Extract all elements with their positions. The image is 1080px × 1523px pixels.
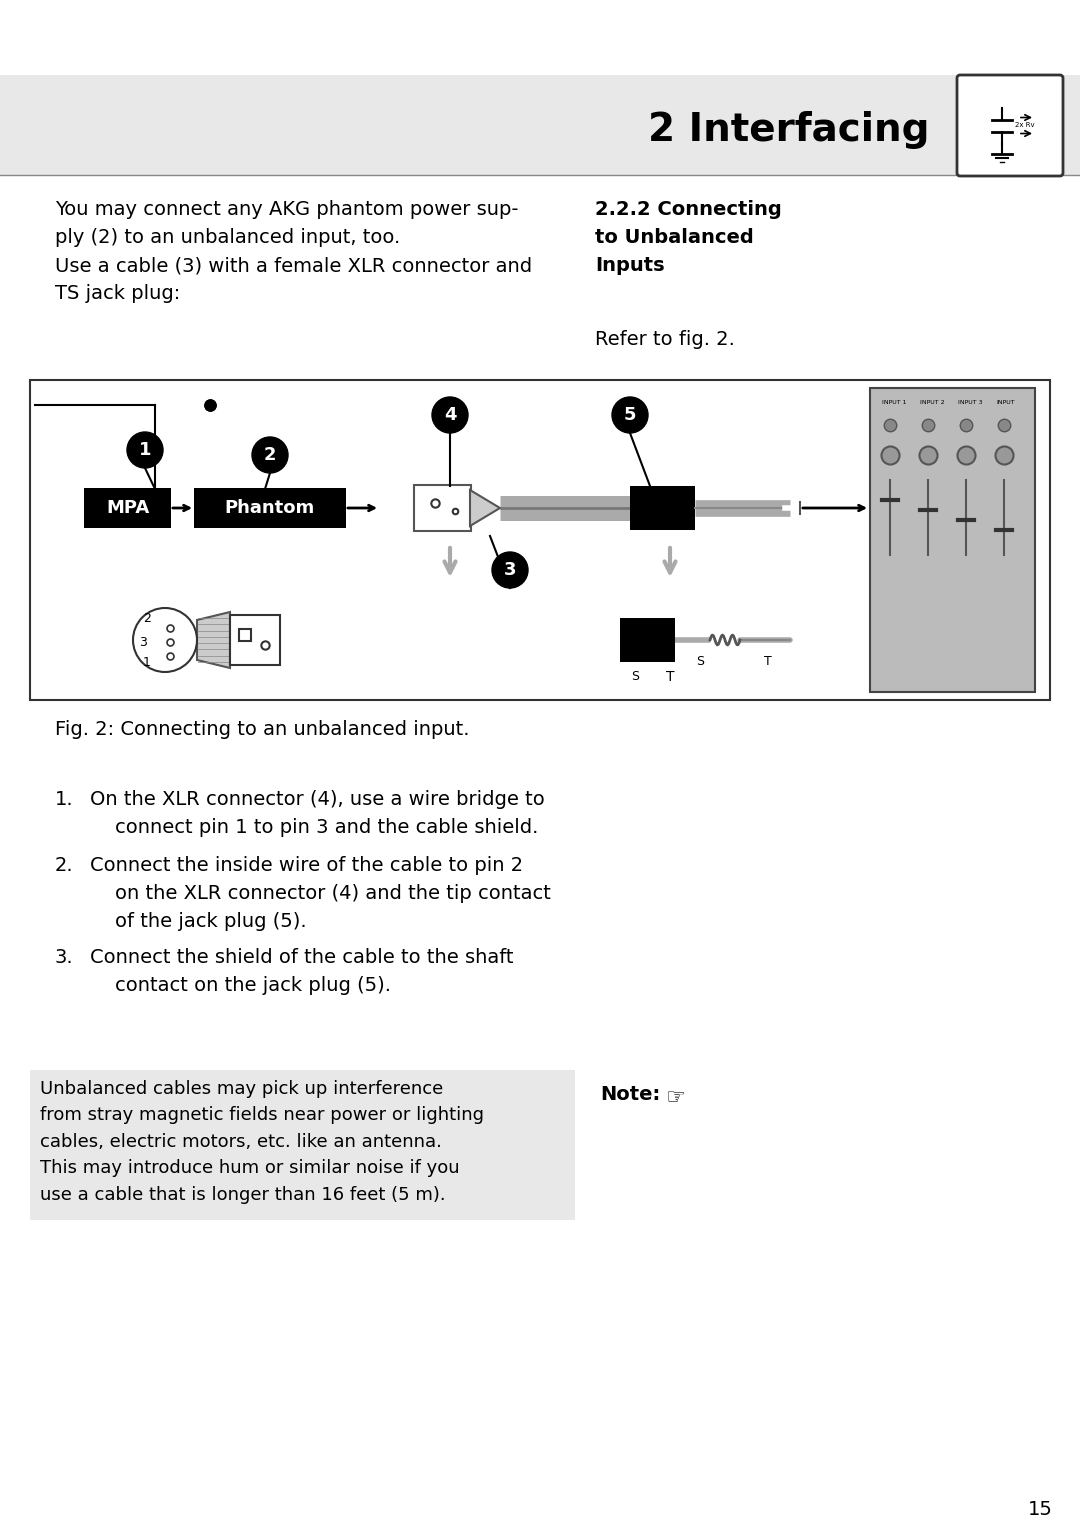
Text: Unbalanced cables may pick up interference
from stray magnetic fields near power: Unbalanced cables may pick up interferen… xyxy=(40,1080,484,1203)
Circle shape xyxy=(252,437,288,474)
Circle shape xyxy=(612,398,648,433)
Text: 1: 1 xyxy=(138,442,151,458)
Text: 5: 5 xyxy=(624,407,636,423)
Text: 15: 15 xyxy=(1027,1500,1052,1518)
Text: 2.2.2 Connecting
to Unbalanced
Inputs: 2.2.2 Connecting to Unbalanced Inputs xyxy=(595,200,782,276)
Text: 3.: 3. xyxy=(55,947,73,967)
Text: INPUT 1: INPUT 1 xyxy=(882,401,906,405)
Text: Connect the inside wire of the cable to pin 2
    on the XLR connector (4) and t: Connect the inside wire of the cable to … xyxy=(90,856,551,931)
Text: S: S xyxy=(631,670,639,682)
Text: MPA: MPA xyxy=(106,500,149,516)
FancyBboxPatch shape xyxy=(630,486,696,530)
FancyBboxPatch shape xyxy=(230,615,280,666)
Text: On the XLR connector (4), use a wire bridge to
    connect pin 1 to pin 3 and th: On the XLR connector (4), use a wire bri… xyxy=(90,790,544,838)
Text: S: S xyxy=(696,655,704,669)
FancyBboxPatch shape xyxy=(30,1071,575,1220)
Text: 2: 2 xyxy=(143,612,151,624)
Text: INPUT: INPUT xyxy=(996,401,1014,405)
Circle shape xyxy=(492,551,528,588)
Text: 1: 1 xyxy=(143,655,151,669)
FancyBboxPatch shape xyxy=(84,487,171,528)
Text: INPUT 3: INPUT 3 xyxy=(958,401,983,405)
Text: Note:: Note: xyxy=(600,1084,660,1104)
Text: 2: 2 xyxy=(264,446,276,465)
FancyBboxPatch shape xyxy=(0,75,1080,175)
Circle shape xyxy=(432,398,468,433)
Text: T: T xyxy=(765,655,772,669)
Text: ☞: ☞ xyxy=(665,1087,685,1109)
Text: T: T xyxy=(665,670,674,684)
Text: 3: 3 xyxy=(503,560,516,579)
FancyBboxPatch shape xyxy=(620,618,675,663)
FancyBboxPatch shape xyxy=(414,484,471,532)
Polygon shape xyxy=(197,612,230,669)
Polygon shape xyxy=(470,490,500,525)
Text: INPUT 2: INPUT 2 xyxy=(920,401,945,405)
FancyBboxPatch shape xyxy=(957,75,1063,177)
Text: Refer to fig. 2.: Refer to fig. 2. xyxy=(595,330,734,349)
Text: 1.: 1. xyxy=(55,790,73,809)
Text: 4: 4 xyxy=(444,407,456,423)
Text: 2 Interfacing: 2 Interfacing xyxy=(648,111,930,149)
Circle shape xyxy=(127,433,163,468)
FancyBboxPatch shape xyxy=(194,487,346,528)
Text: Phantom: Phantom xyxy=(225,500,315,516)
FancyBboxPatch shape xyxy=(870,388,1035,691)
Text: You may connect any AKG phantom power sup-
ply (2) to an unbalanced input, too.
: You may connect any AKG phantom power su… xyxy=(55,200,532,303)
Text: Fig. 2: Connecting to an unbalanced input.: Fig. 2: Connecting to an unbalanced inpu… xyxy=(55,720,470,739)
Circle shape xyxy=(133,608,197,672)
Text: 2x Rv: 2x Rv xyxy=(1015,122,1035,128)
FancyBboxPatch shape xyxy=(30,381,1050,701)
Text: Connect the shield of the cable to the shaft
    contact on the jack plug (5).: Connect the shield of the cable to the s… xyxy=(90,947,513,995)
Text: 3: 3 xyxy=(139,635,147,649)
Text: 2.: 2. xyxy=(55,856,73,876)
